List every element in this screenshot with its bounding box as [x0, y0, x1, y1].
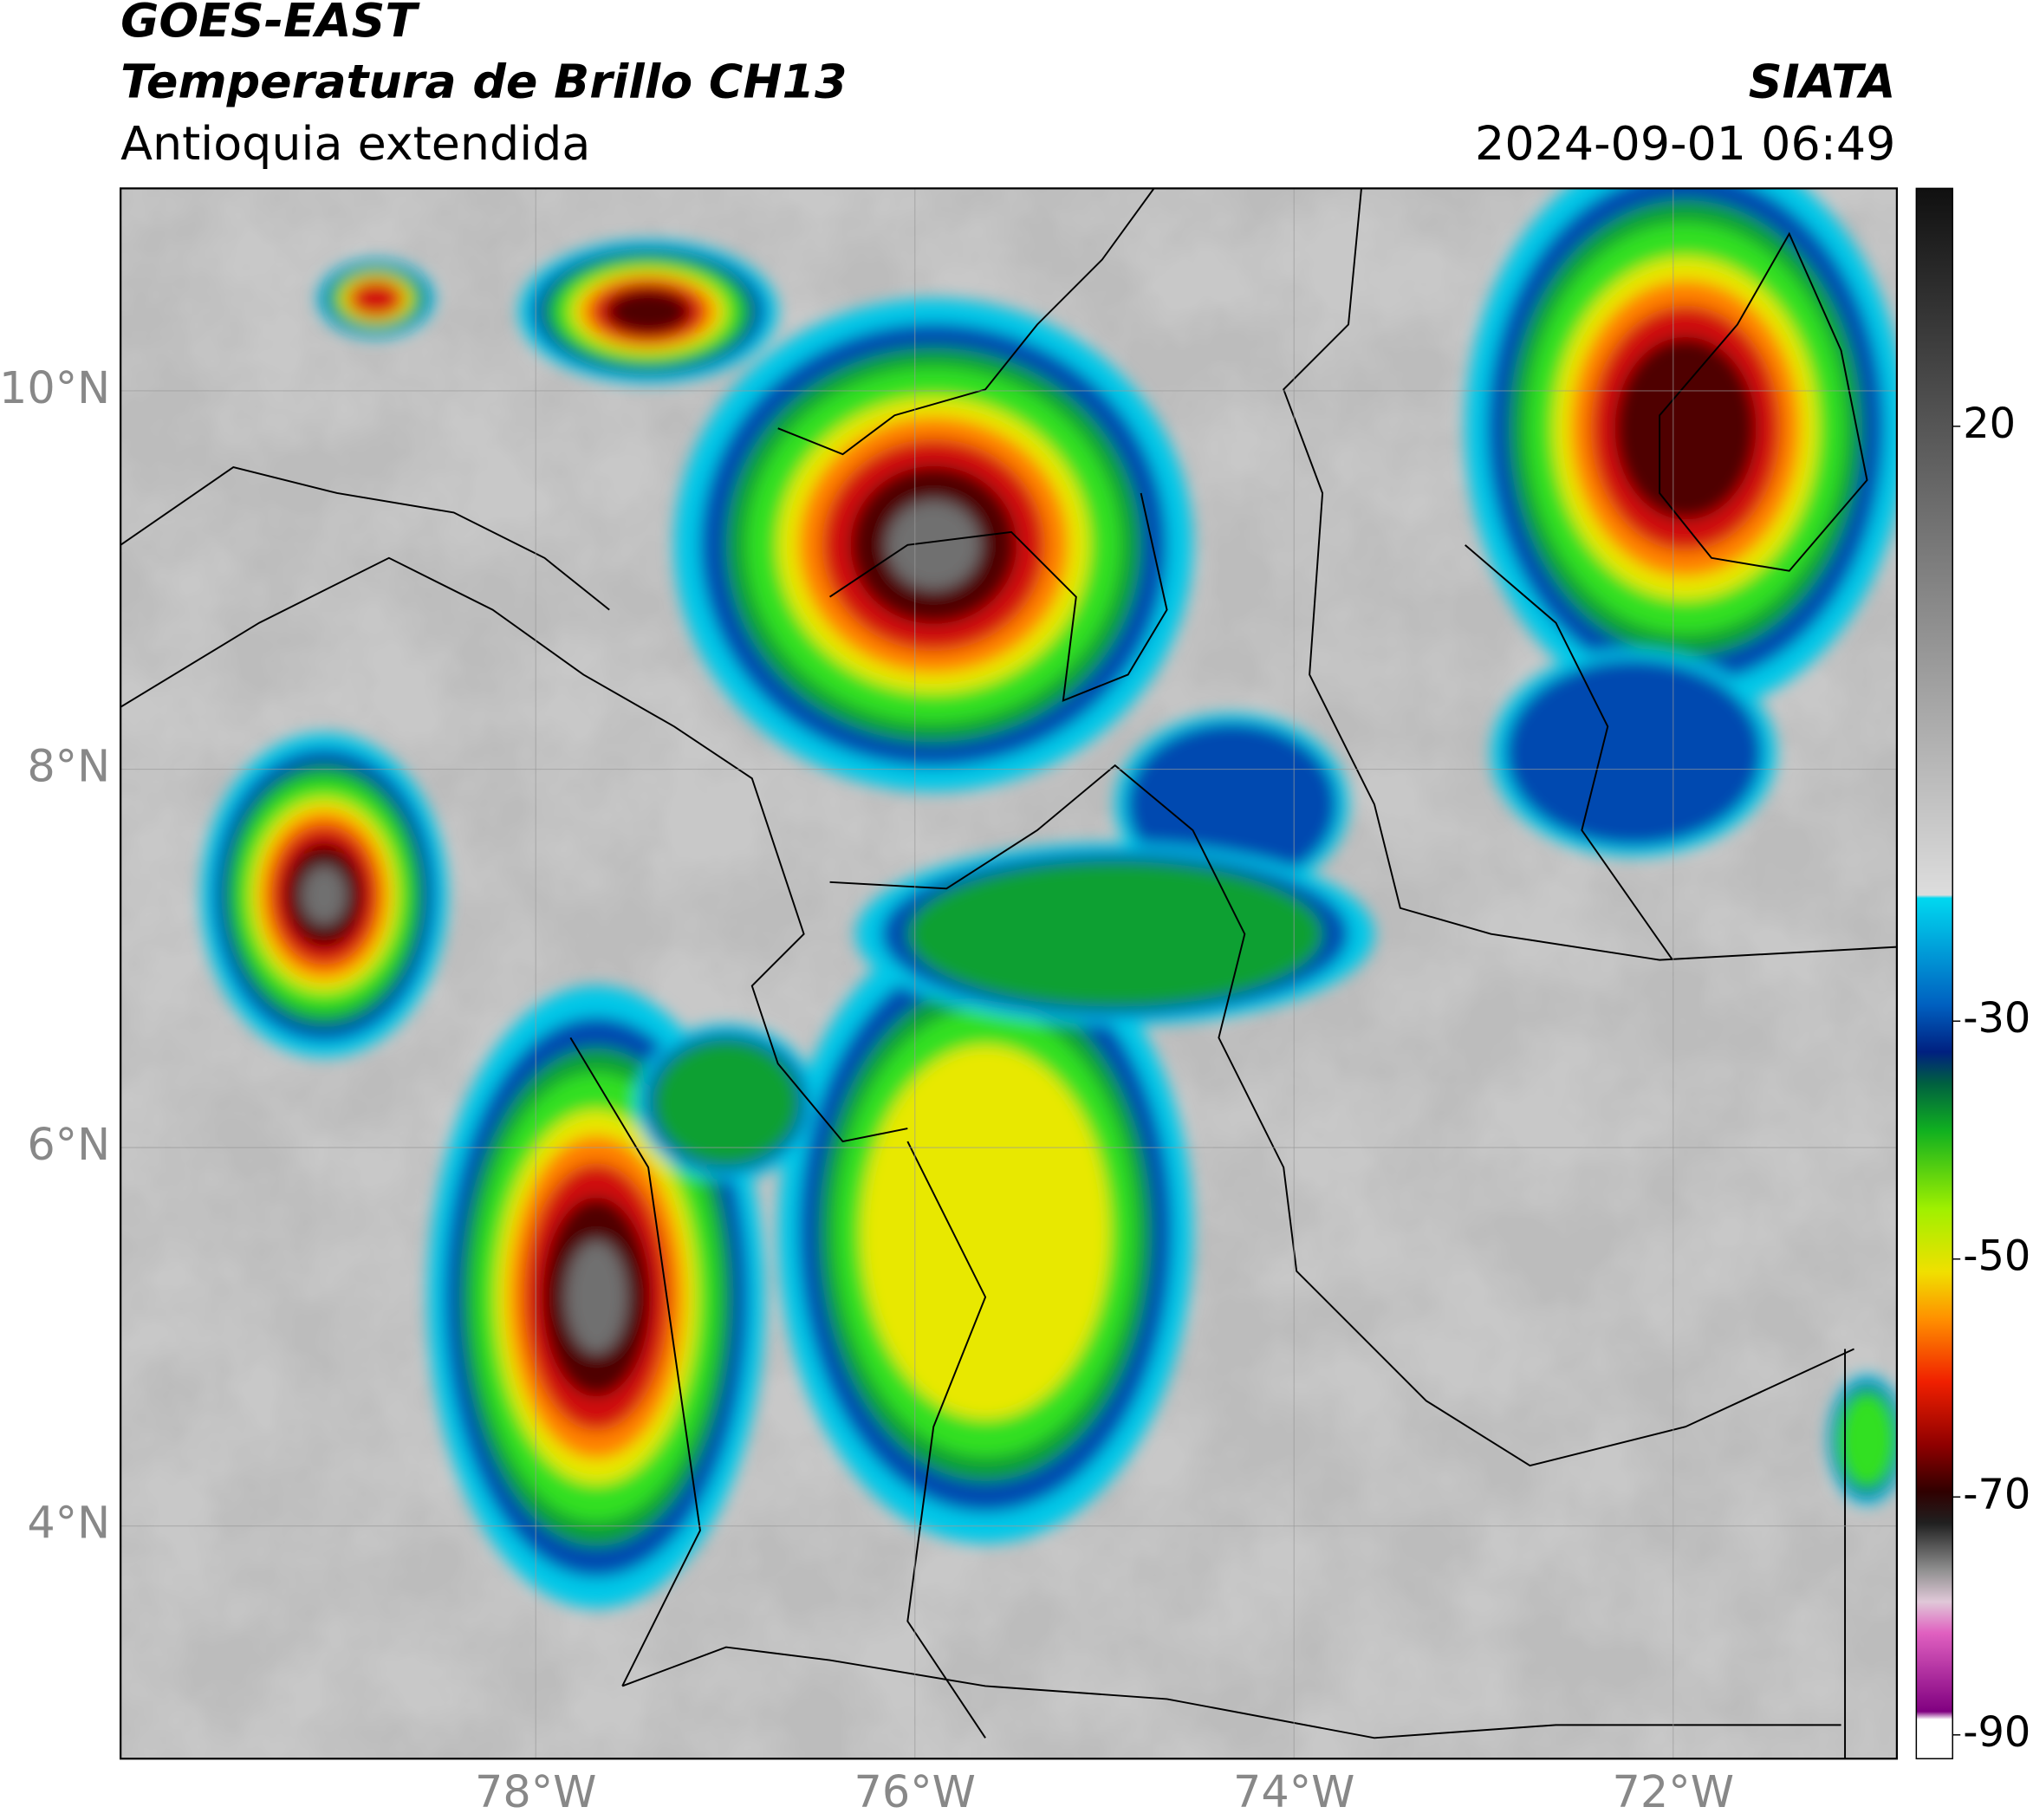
border-line — [1283, 188, 1897, 961]
cloud-region — [887, 500, 981, 589]
cloud-region — [566, 1240, 627, 1354]
cloud-region — [1127, 722, 1337, 887]
cloud-region — [653, 1040, 799, 1165]
y-tick-label: 6°N — [27, 1119, 110, 1170]
cloud-region — [1505, 659, 1763, 846]
map-area — [120, 188, 1897, 1759]
colorbar — [1915, 187, 1953, 1759]
cloud-region — [350, 282, 401, 315]
coastline — [569, 1037, 701, 1687]
border-line — [829, 764, 1854, 1467]
title: GOES-EAST — [120, 0, 420, 48]
colorbar-tick-label: 20 — [1963, 400, 2016, 448]
border-line — [906, 1141, 987, 1739]
colorbar-tick-label: -50 — [1963, 1233, 2030, 1281]
cloud-region — [1614, 336, 1757, 520]
cloud-region — [607, 289, 690, 335]
y-tick-label: 4°N — [27, 1498, 110, 1549]
x-tick-label: 78°W — [475, 1766, 596, 1817]
y-tick-label: 8°N — [27, 741, 110, 792]
border-line — [1659, 231, 1868, 572]
x-tick-label: 72°W — [1613, 1766, 1734, 1817]
source: SIATA — [1749, 54, 1896, 108]
colorbar-tick-label: -90 — [1963, 1709, 2030, 1757]
map-frame — [120, 187, 1899, 1760]
cloud-region — [861, 1045, 1110, 1420]
border-line — [621, 1646, 1841, 1739]
border-line — [829, 492, 1168, 702]
axes: 78°W 76°W 74°W 72°W 4°N 6°N 8°N 10°N 20 -30 -50 -70… — [0, 362, 2030, 1817]
storm-layer — [200, 188, 1897, 1609]
border-line — [777, 188, 1155, 456]
cloud-region — [1839, 1393, 1895, 1487]
border-line — [1465, 544, 1673, 961]
subtitle: Temperatura de Brillo CH13 — [120, 54, 847, 108]
borders — [120, 188, 1897, 1759]
grid — [120, 188, 1897, 1759]
x-tick-label: 76°W — [854, 1766, 976, 1817]
colorbar-tick-label: -70 — [1963, 1471, 2030, 1518]
datetime: 2024-09-01 06:49 — [1475, 116, 1895, 171]
y-tick-label: 10°N — [0, 362, 110, 413]
coastline — [120, 466, 610, 611]
coastline — [120, 556, 908, 1143]
cloud-region — [302, 866, 347, 925]
region: Antioquia extendida — [120, 116, 590, 171]
colorbar-tick-label: -30 — [1963, 995, 2030, 1043]
cloud-region — [907, 861, 1323, 1007]
x-tick-label: 74°W — [1233, 1766, 1354, 1817]
